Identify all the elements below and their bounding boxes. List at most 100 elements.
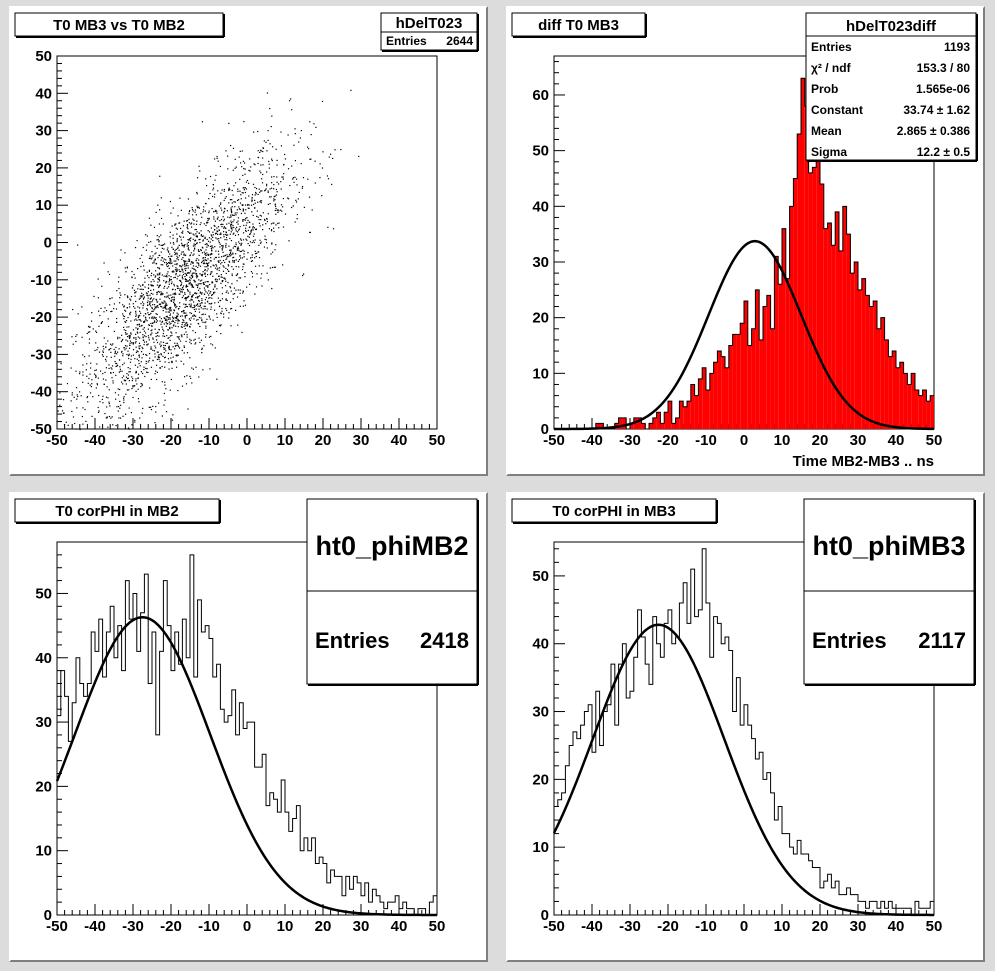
scatter-point <box>204 272 206 274</box>
scatter-point <box>151 322 154 324</box>
scatter-point <box>148 217 151 219</box>
scatter-point <box>143 369 145 371</box>
scatter-point <box>159 343 161 345</box>
scatter-point <box>263 246 266 248</box>
scatter-point <box>215 174 217 177</box>
scatter-point <box>213 224 215 227</box>
scatter-point <box>190 222 193 224</box>
x-tick-label: -30 <box>619 432 641 449</box>
scatter-point <box>225 227 227 230</box>
scatter-point <box>182 244 184 247</box>
scatter-point <box>91 383 93 385</box>
scatter-point <box>196 262 198 264</box>
scatter-point <box>249 158 251 160</box>
scatter-point <box>271 266 274 269</box>
scatter-point <box>169 307 172 309</box>
scatter-point <box>100 322 103 324</box>
scatter-point <box>210 303 212 305</box>
scatter-point <box>273 188 275 190</box>
y-tick-label: 60 <box>532 87 549 104</box>
scatter-point <box>198 206 200 208</box>
scatter-point <box>108 367 110 370</box>
scatter-point <box>149 302 151 304</box>
scatter-point <box>189 280 191 282</box>
scatter-point <box>139 257 141 260</box>
scatter-point <box>63 424 66 426</box>
scatter-point <box>259 191 261 193</box>
scatter-point <box>233 287 236 289</box>
scatter-point <box>208 315 210 317</box>
scatter-point <box>196 236 198 238</box>
y-tick-label: 20 <box>532 771 549 788</box>
scatter-point <box>122 338 124 341</box>
histogram-bar <box>888 356 893 429</box>
scatter-point <box>167 311 169 313</box>
histogram-bar <box>839 250 843 429</box>
scatter-point <box>261 285 263 287</box>
scatter-point <box>197 322 199 325</box>
scatter-point <box>262 229 264 231</box>
scatter-point <box>254 239 256 241</box>
scatter-point <box>138 345 140 347</box>
stats-value-entries: 2117 <box>918 628 966 653</box>
histogram-bar <box>827 223 832 429</box>
scatter-point <box>202 308 204 310</box>
scatter-point <box>158 354 160 356</box>
scatter-point <box>124 267 126 269</box>
scatter-point <box>268 167 270 169</box>
scatter-point <box>163 392 166 395</box>
scatter-point <box>201 352 203 354</box>
scatter-point <box>163 243 166 245</box>
scatter-point <box>235 289 237 291</box>
scatter-point <box>267 130 269 132</box>
scatter-point <box>193 292 196 294</box>
scatter-point <box>104 412 106 415</box>
scatter-point <box>171 316 174 318</box>
stats-name: hDelT023 <box>396 15 463 32</box>
scatter-point <box>235 309 237 311</box>
scatter-point <box>172 317 174 319</box>
scatter-point <box>270 229 273 231</box>
scatter-point <box>203 223 205 225</box>
scatter-point <box>201 320 203 322</box>
scatter-point <box>208 290 210 292</box>
scatter-point <box>240 194 242 196</box>
scatter-point <box>167 247 169 249</box>
scatter-point <box>242 232 245 234</box>
scatter-point <box>211 246 213 248</box>
scatter-point <box>139 345 141 347</box>
scatter-point <box>235 253 237 255</box>
scatter-point <box>176 253 178 255</box>
scatter-point <box>177 259 179 261</box>
scatter-point <box>129 298 131 300</box>
scatter-point <box>174 305 176 307</box>
scatter-point <box>135 346 137 348</box>
scatter-point <box>168 255 170 258</box>
scatter-point <box>158 329 160 331</box>
scatter-point <box>120 404 122 406</box>
scatter-point <box>274 203 276 205</box>
scatter-point <box>160 259 162 261</box>
scatter-point <box>141 261 144 263</box>
scatter-point <box>262 173 264 176</box>
scatter-point <box>169 279 171 281</box>
scatter-point <box>209 254 212 256</box>
scatter-point <box>310 134 312 136</box>
scatter-point <box>137 306 139 308</box>
scatter-point <box>308 148 310 150</box>
scatter-point <box>177 313 179 315</box>
scatter-point <box>261 190 263 192</box>
scatter-point <box>95 330 97 332</box>
scatter-point <box>208 198 210 200</box>
scatter-point <box>126 377 129 380</box>
scatter-point <box>137 388 139 390</box>
scatter-point <box>145 367 147 370</box>
scatter-point <box>111 416 113 418</box>
scatter-point <box>186 280 188 282</box>
scatter-point <box>168 346 170 348</box>
scatter-point <box>306 146 309 148</box>
scatter-point <box>258 265 260 267</box>
scatter-point <box>119 259 122 261</box>
scatter-point <box>199 303 201 305</box>
scatter-point <box>183 310 185 312</box>
